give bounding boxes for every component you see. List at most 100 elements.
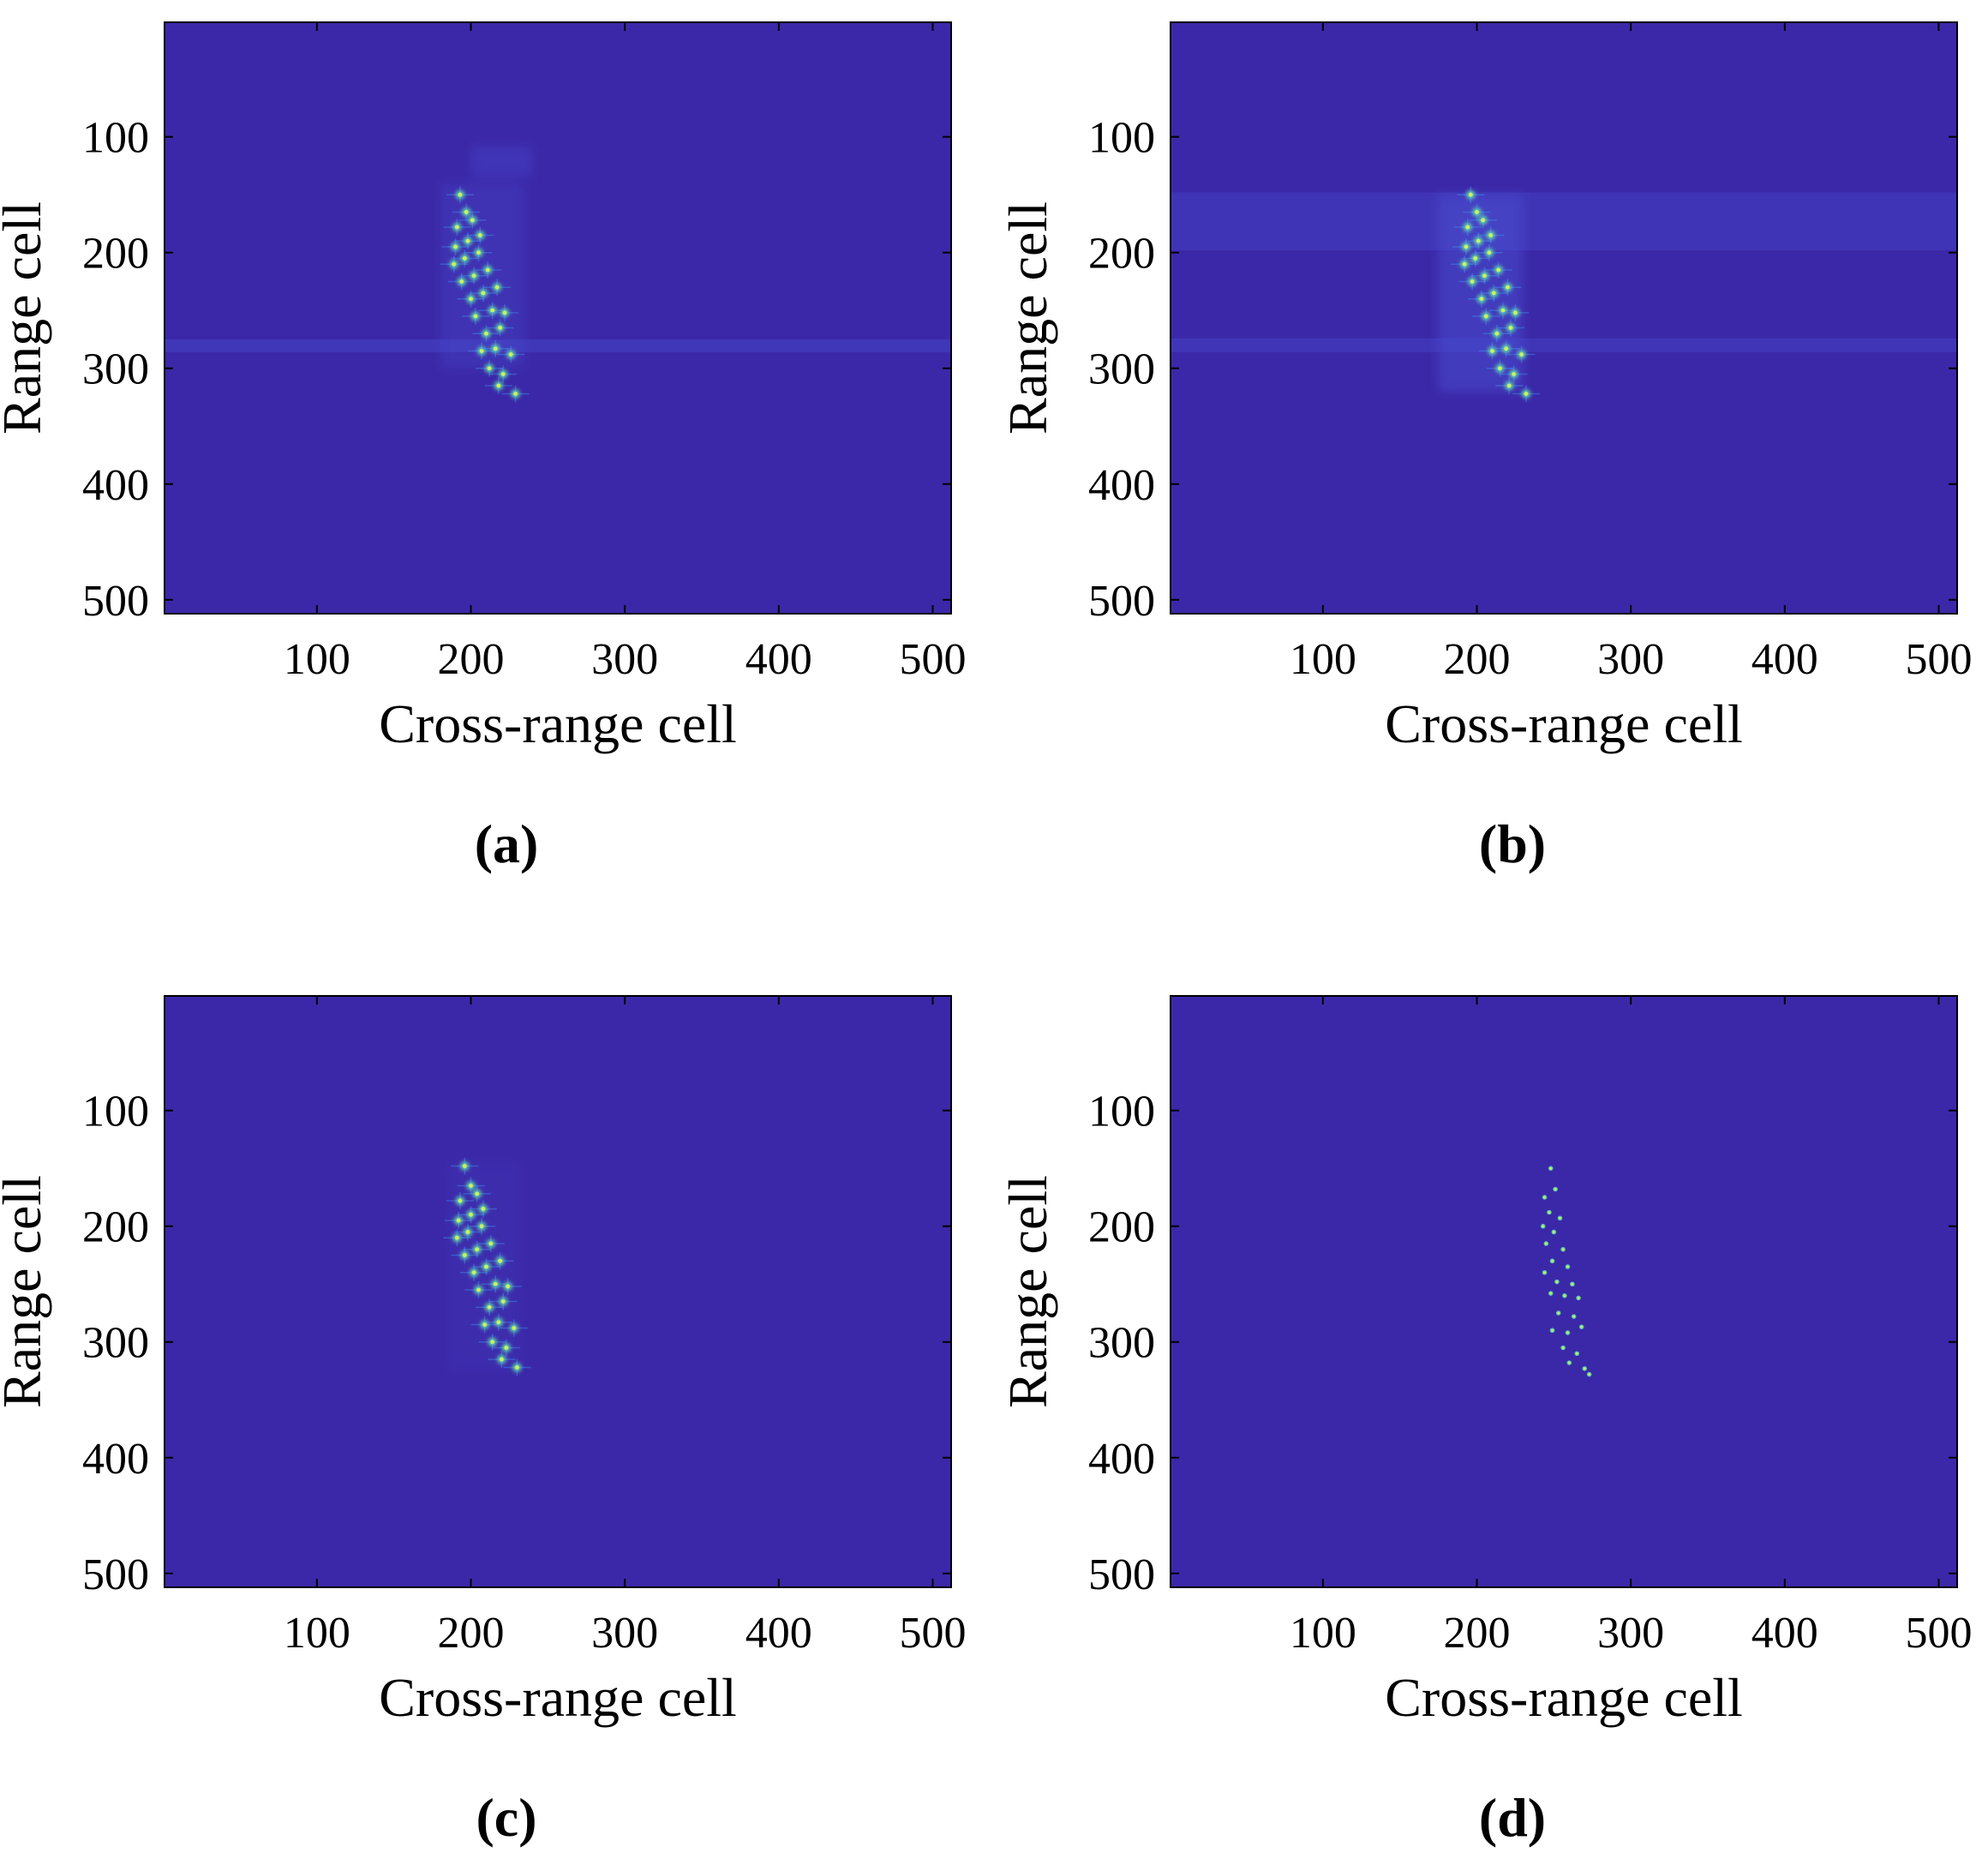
scatterer-point [1500,365,1528,383]
scatterer-point [1554,1279,1560,1285]
x-axis-label-c: Cross-range cell [379,1667,737,1728]
x-tick-label: 500 [1905,1609,1972,1658]
y-tick-label: 300 [1088,1319,1155,1368]
y-tick-label: 300 [1088,345,1155,394]
scatterer-point [478,1333,506,1351]
plot-area-a [165,22,951,614]
scatterer-point [1576,1295,1581,1301]
y-tick-label: 500 [1088,1550,1155,1599]
axes-a: 100 200 300 400 500 100 200 300 400 500 [82,21,966,684]
sidelobe-patch [440,183,525,369]
scatterer-point [446,1192,474,1210]
scatterer-point [443,1229,471,1247]
scatterer-point [474,261,502,279]
y-tick-label: 300 [82,1319,149,1368]
scatterer-point [1476,226,1505,244]
x-tick-label: 400 [1751,635,1818,684]
scatterer-point [1540,1223,1546,1229]
x-tick-label: 200 [437,1609,504,1658]
plot-area-c [165,996,951,1587]
scatterer-point [501,385,530,403]
x-tick-label: 300 [591,635,658,684]
scatterer-point [1461,249,1489,267]
scatterer-point [488,1350,516,1368]
heatmap-background [165,22,951,614]
scatterer-point [1574,1351,1580,1357]
scatterer-point [492,1339,520,1357]
x-tick-label: 300 [591,1609,658,1658]
scatterer-point [1551,1229,1557,1235]
scatterer-point [1452,237,1480,255]
scatterer-point [468,1217,496,1235]
scatterer-point [494,1277,522,1295]
scatterer-point [1497,319,1525,337]
scatterer-point [1482,325,1511,343]
scatterer-point [1547,1209,1552,1215]
scatterer-point [451,1157,479,1175]
scatterer-point [489,365,518,383]
scatterer-point [469,284,497,302]
scatterer-point [1469,211,1497,229]
scatterer-point [1451,255,1479,273]
y-tick-label: 200 [1088,1203,1155,1252]
x-tick-label: 100 [1290,1609,1356,1658]
scatterer-point [484,1313,512,1331]
scatterer-point [1543,1241,1549,1246]
x-tick-label: 500 [899,635,966,684]
scatterer-point [1467,290,1495,308]
axes-c: 100 200 300 400 500 100 200 300 400 500 [82,995,966,1658]
scatterer-point [464,1280,493,1298]
scatterer-point [482,339,510,357]
scatterer-point [1565,1330,1571,1335]
scatterer-point [1570,1281,1575,1287]
y-tick-label: 500 [1088,577,1155,626]
y-axis-label-b: Range cell [997,201,1058,435]
scatterer-point [472,1257,500,1275]
y-tick-label: 200 [82,1203,149,1252]
scatterer-point [1458,273,1487,291]
y-tick-label: 300 [82,345,149,394]
scatterer-point [466,226,494,244]
scatterer-point [457,290,485,308]
axes-frame [1170,21,1958,615]
panel-d: 100 200 300 400 500 100 200 300 400 500 Cross-ran… [997,995,1972,1848]
scatterer-point [1453,219,1482,237]
x-tick-label: 500 [1905,635,1972,684]
scatterer-point [446,186,474,204]
scatterer-point [468,342,496,360]
scatterer-point [464,243,493,261]
scatterer-point [458,211,487,229]
heatmap-background [1171,996,1957,1587]
x-tick-label: 400 [746,1609,812,1658]
scatterer-point [1478,342,1506,360]
y-tick-label: 100 [82,1088,149,1136]
x-tick-label: 100 [284,1609,350,1658]
scatterer-point [472,325,500,343]
scatterer-point [484,376,512,394]
x-tick-label: 400 [1751,1609,1818,1658]
panel-b: 100 200 300 400 500 100 200 300 400 500 Cross-ran… [997,21,1972,874]
panel-label-b: (b) [1479,813,1546,874]
scatterer-point [1475,243,1503,261]
smear-stripe [1171,338,1957,352]
x-tick-label: 300 [1597,635,1664,684]
y-tick-label: 200 [82,230,149,279]
smear-stripe [165,339,951,352]
scatterer-point [447,273,476,291]
sidelobe-patch [470,146,533,177]
scatterer-point [1495,376,1524,394]
y-tick-label: 400 [82,461,149,510]
scatterer-point [486,1252,514,1270]
scatterer-point [1464,232,1493,250]
scatterer-point [453,232,482,250]
scatterer-point [1549,1258,1555,1264]
scatterer-point [476,359,504,377]
scatterer-point [489,1292,518,1310]
scatterer-point [1553,1186,1558,1192]
scatterer-point [1578,1324,1584,1329]
scatterer-point [1571,1314,1577,1319]
scatterer-point [1486,359,1514,377]
x-tick-label: 200 [1443,1609,1510,1658]
scatterer-point [1557,1215,1563,1221]
